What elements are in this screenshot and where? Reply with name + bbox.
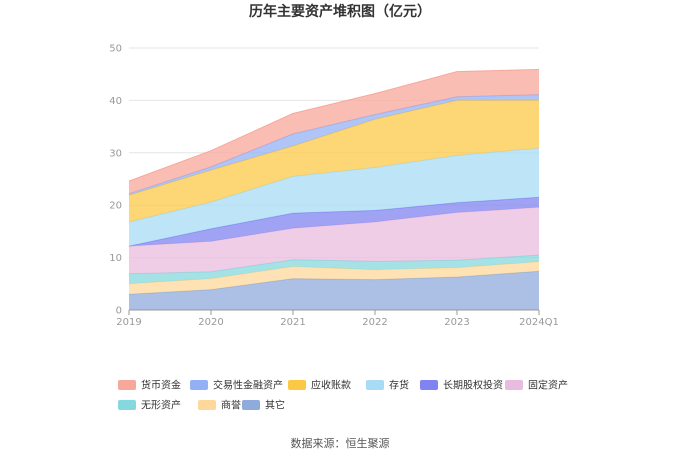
y-tick-label: 40 [109, 96, 122, 107]
legend-item[interactable]: 货币资金 [118, 379, 181, 392]
legend-swatch [288, 380, 306, 390]
legend-label: 固定资产 [528, 379, 568, 392]
legend-swatch [118, 380, 136, 390]
y-tick-label: 30 [109, 148, 122, 159]
area-series-4 [129, 197, 539, 247]
y-tick-label: 0 [116, 306, 122, 317]
y-tick-label: 50 [109, 44, 122, 55]
area-edge-8 [128, 69, 540, 182]
legend-label: 存货 [389, 379, 409, 392]
legend-label: 其它 [265, 399, 285, 412]
legend-label: 长期股权投资 [443, 379, 503, 392]
area-series-2 [129, 255, 539, 284]
legend-swatch [190, 380, 208, 390]
legend-swatch [198, 400, 216, 410]
x-tick-label: 2023 [444, 317, 469, 328]
x-tick-label: 2020 [198, 317, 223, 328]
x-tick-label: 2024Q1 [519, 317, 559, 328]
legend-item[interactable]: 其它 [242, 399, 285, 412]
x-tick-label: 2021 [280, 317, 305, 328]
legend-item[interactable]: 固定资产 [505, 379, 568, 392]
area-series-6 [129, 100, 539, 222]
legend-swatch [118, 400, 136, 410]
source-note: 数据来源：恒生聚源 [291, 436, 390, 450]
chart-title: 历年主要资产堆积图（亿元） [249, 3, 431, 20]
legend-item[interactable]: 商誉 [198, 399, 241, 412]
area-series-8 [129, 69, 539, 194]
areas [128, 69, 540, 310]
area-series-1 [129, 261, 539, 295]
legend-swatch [505, 380, 523, 390]
legend-swatch [242, 400, 260, 410]
y-tick-label: 10 [109, 253, 122, 264]
legend-swatch [366, 380, 384, 390]
legend-item[interactable]: 交易性金融资产 [190, 379, 283, 392]
y-tick-label: 20 [109, 201, 122, 212]
legend-label: 货币资金 [141, 379, 181, 392]
area-series-5 [129, 148, 539, 247]
axes: 0 10 20 30 40 50 2019 2020 2021 2022 2023 2024Q1 [109, 44, 559, 329]
legend-item[interactable]: 存货 [366, 379, 409, 392]
x-tick-label: 2019 [116, 317, 141, 328]
legend-item[interactable]: 长期股权投资 [420, 379, 503, 392]
area-series-0 [129, 271, 539, 310]
legend-label: 无形资产 [141, 399, 181, 412]
legend-item[interactable]: 应收账款 [288, 379, 351, 392]
x-tick-label: 2022 [362, 317, 387, 328]
area-series-3 [129, 207, 539, 274]
legend-label: 商誉 [221, 399, 241, 412]
legend-label: 交易性金融资产 [213, 379, 283, 392]
legend-label: 应收账款 [311, 379, 351, 392]
legend-item[interactable]: 无形资产 [118, 399, 181, 412]
legend-swatch [420, 380, 438, 390]
